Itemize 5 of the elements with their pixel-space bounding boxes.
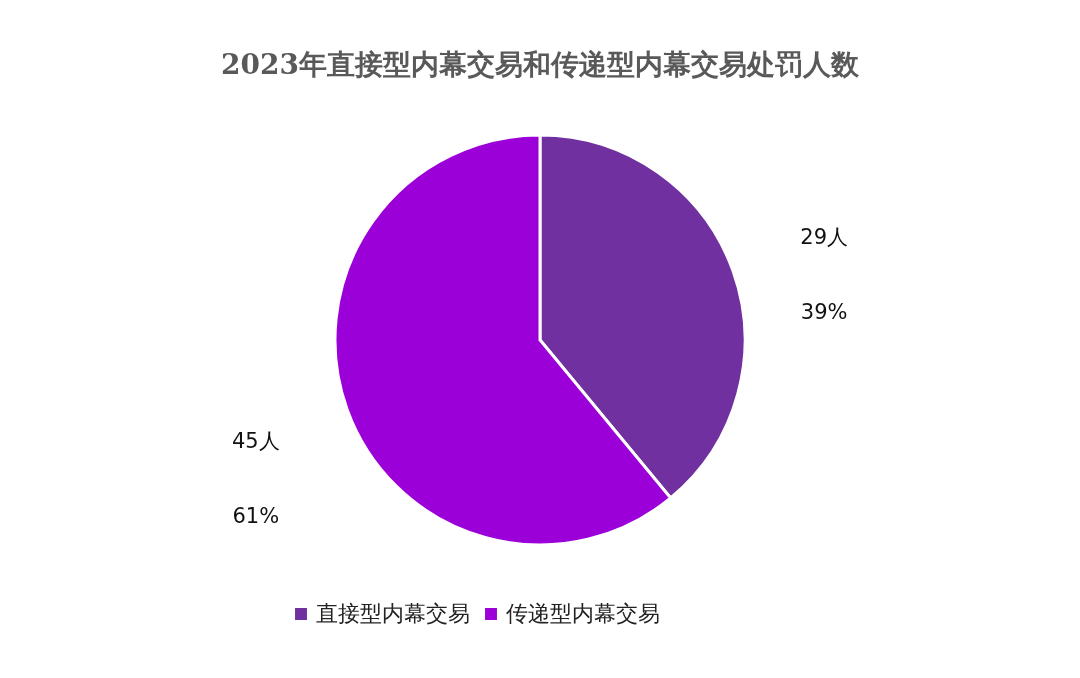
- text: 45人 61%: [231, 429, 280, 529]
- chart-title: 2023年直接型内幕交易和传递型内幕交易处罚人数: [221, 48, 860, 81]
- legend-label: 传递型内幕交易: [506, 601, 660, 626]
- text: 29人 39%: [800, 224, 849, 324]
- legend-label: 直接型内幕交易: [316, 601, 470, 626]
